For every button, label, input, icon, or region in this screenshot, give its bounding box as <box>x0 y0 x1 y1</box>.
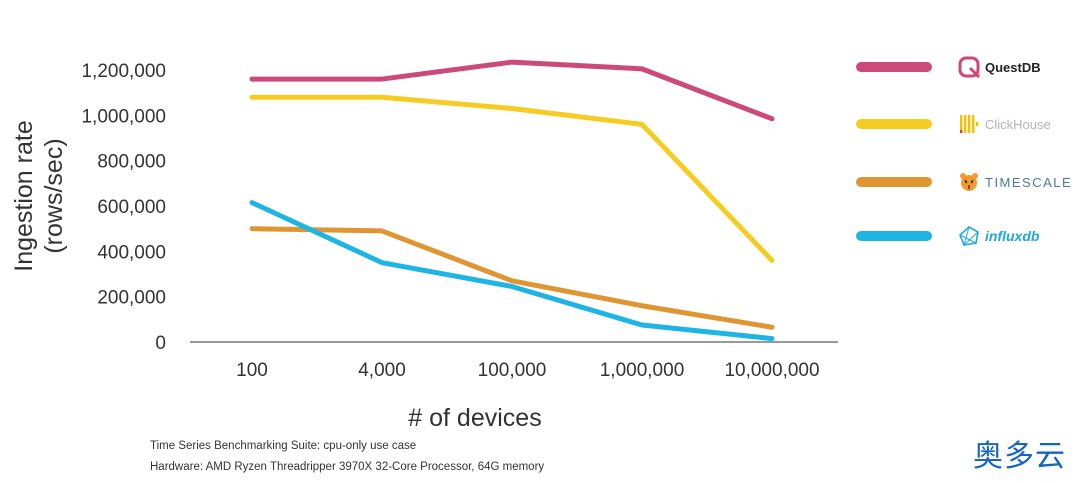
y-axis-title: Ingestion rate <box>10 120 38 272</box>
legend-item-influxdb: influxdb <box>856 224 1039 248</box>
watermark: 奥多云 <box>973 439 1066 474</box>
legend-item-questdb: QuestDB <box>856 55 1041 79</box>
x-tick-label: 100 <box>236 360 268 381</box>
legend-label: QuestDB <box>985 59 1041 75</box>
y-tick-label: 800,000 <box>97 152 166 173</box>
legend-item-timescale: TIMESCALE <box>856 170 1071 194</box>
influxdb-logo: influxdb <box>958 225 1039 247</box>
y-tick-label: 1,200,000 <box>81 61 166 82</box>
series-line-questdb <box>249 59 775 122</box>
y-tick-label: 600,000 <box>97 197 166 218</box>
questdb-logo: QuestDB <box>958 56 1041 78</box>
x-tick-label: 100,000 <box>478 360 547 381</box>
legend-label: ClickHouse <box>985 116 1051 132</box>
timescale-logo: TIMESCALE <box>958 171 1072 193</box>
influxdb-icon <box>959 226 979 246</box>
x-tick-label: 4,000 <box>358 360 406 381</box>
y-tick-label: 200,000 <box>97 288 166 309</box>
legend-swatch <box>856 62 932 72</box>
legend-swatch <box>856 119 932 129</box>
series-line-influxdb <box>249 200 775 342</box>
x-axis-ticks: 100 4,000 100,000 1,000,000 10,000,000 <box>236 360 819 381</box>
y-axis-ticks: 0 200,000 400,000 600,000 800,000 1,000,000 1,… <box>81 61 166 354</box>
clickhouse-icon <box>960 115 979 133</box>
legend-label: influxdb <box>985 228 1040 244</box>
y-tick-label: 400,000 <box>97 242 166 263</box>
legend-swatch <box>856 231 932 241</box>
y-tick-label: 0 <box>155 333 166 354</box>
footnote-benchmark: Time Series Benchmarking Suite: cpu-only… <box>150 440 417 452</box>
x-axis-title: # of devices <box>408 404 541 432</box>
questdb-icon <box>958 56 980 78</box>
y-axis-unit: (rows/sec) <box>40 138 68 253</box>
series-line-timescale <box>249 226 775 330</box>
legend-item-clickhouse: ClickHouse <box>856 112 1051 136</box>
series-line-clickhouse <box>249 94 775 263</box>
series-lines <box>249 59 775 342</box>
x-tick-label: 10,000,000 <box>724 360 819 381</box>
tiger-icon <box>960 173 978 191</box>
footnote-hardware: Hardware: AMD Ryzen Threadripper 3970X 3… <box>150 461 545 473</box>
legend-label: TIMESCALE <box>985 174 1073 190</box>
y-axis-title-group: Ingestion rate (rows/sec) <box>10 120 68 272</box>
clickhouse-logo: ClickHouse <box>958 113 1051 135</box>
x-tick-label: 1,000,000 <box>600 360 685 381</box>
legend-swatch <box>856 177 932 187</box>
y-tick-label: 1,000,000 <box>81 106 166 127</box>
